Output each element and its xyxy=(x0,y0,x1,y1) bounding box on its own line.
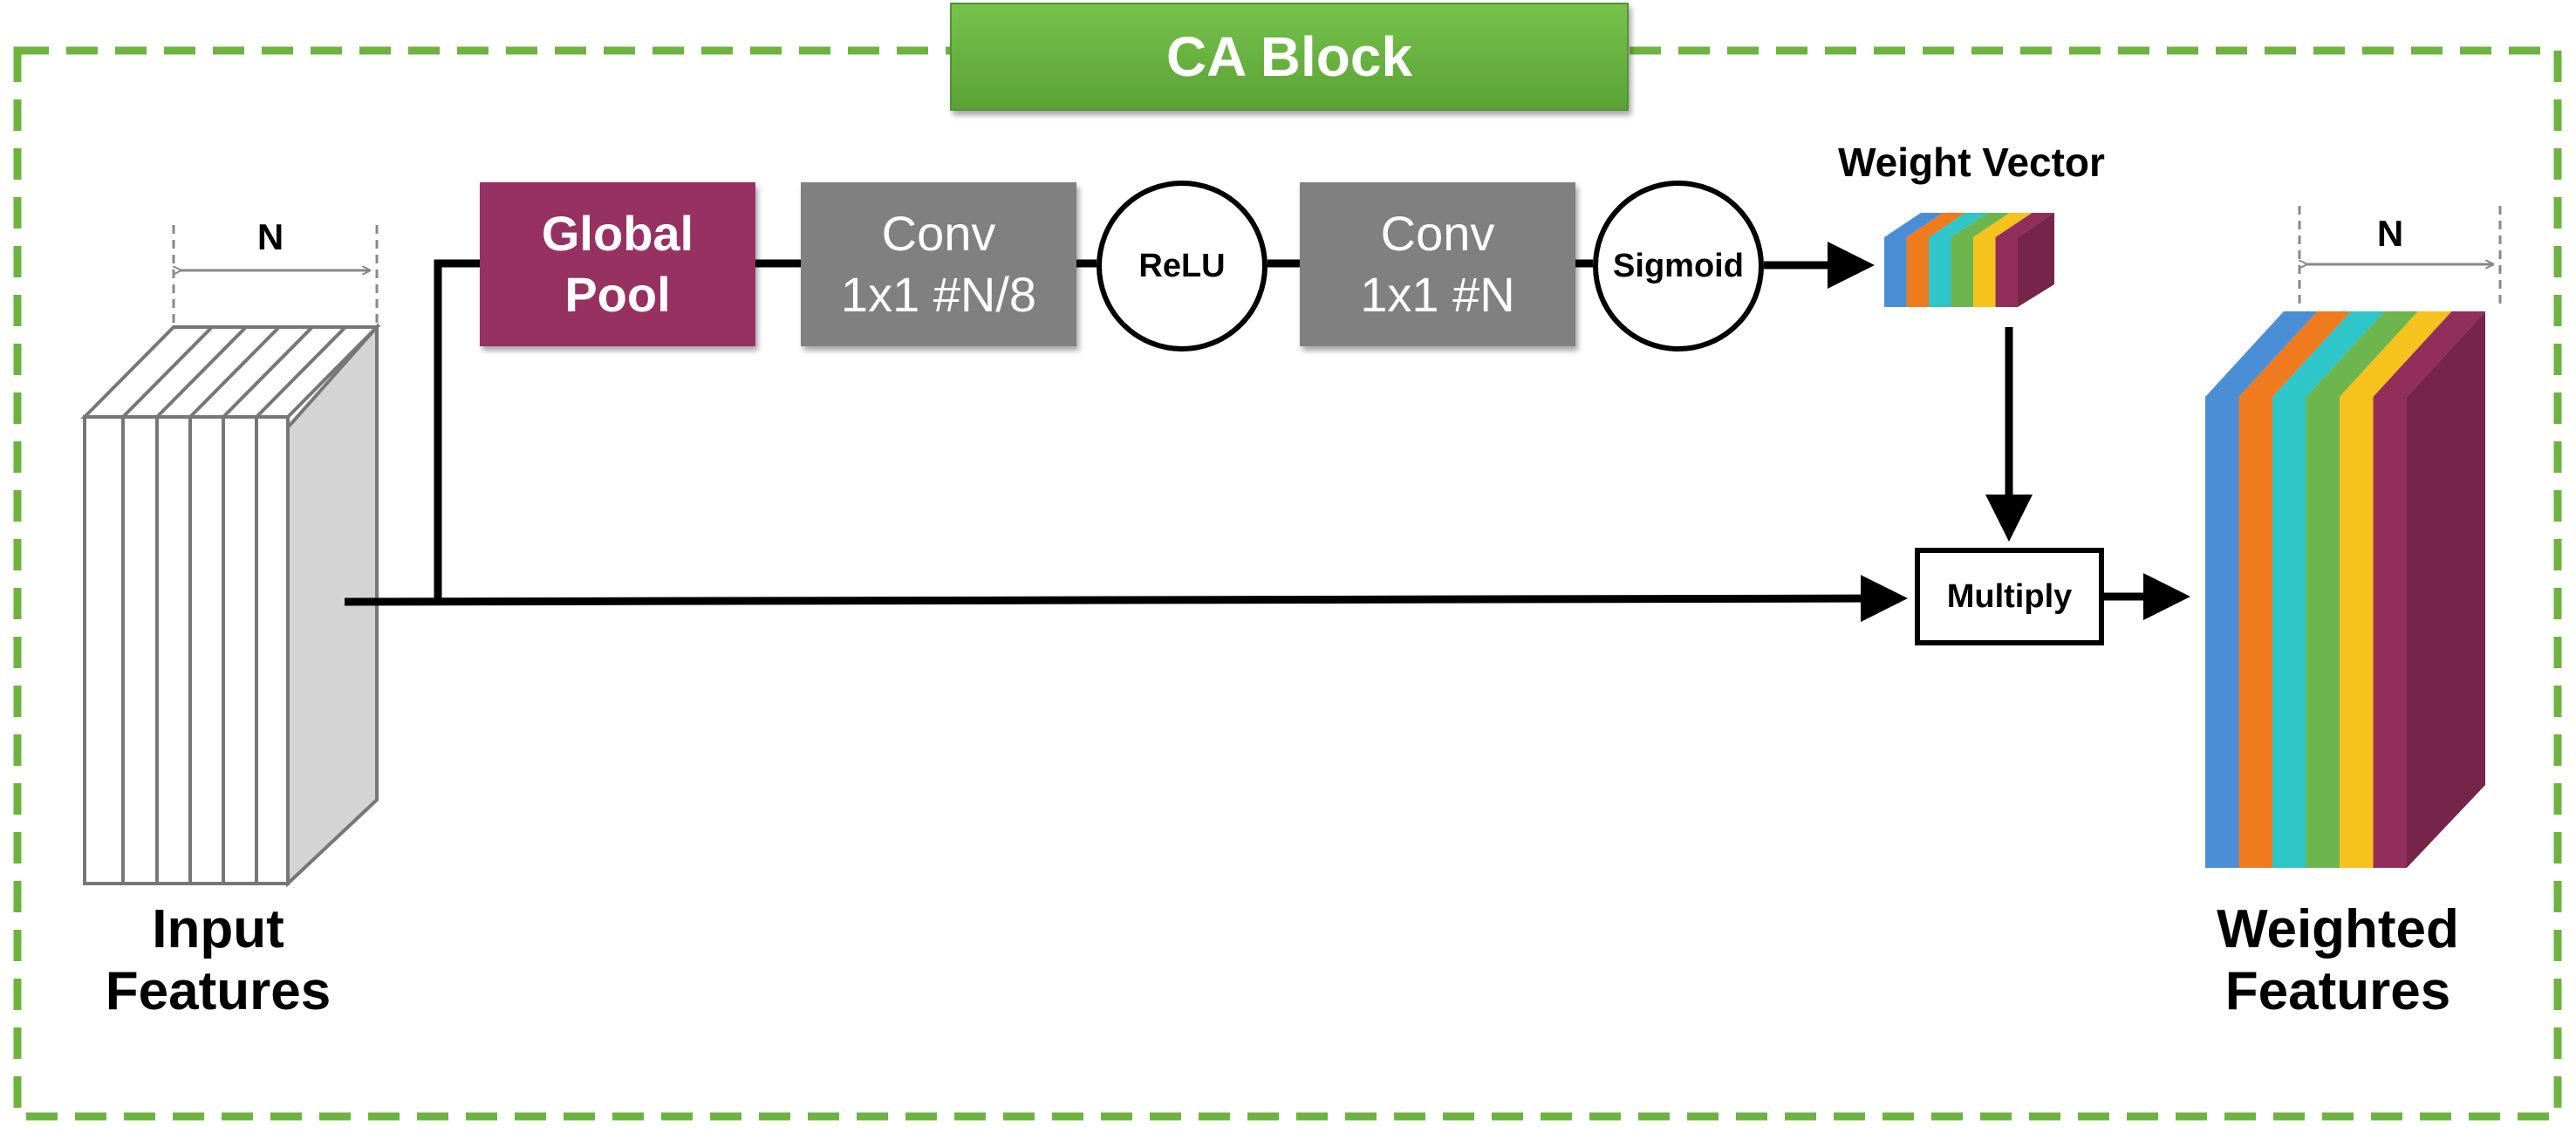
input-feature-stack xyxy=(80,322,381,888)
weighted-channel-slice-top-3 xyxy=(2272,311,2385,397)
connections xyxy=(344,242,2190,623)
input-label-line2: Features xyxy=(105,961,331,1022)
weighted-channel-slice-top-6 xyxy=(2373,311,2485,397)
weight-channel-slice-top-6 xyxy=(1995,213,2054,237)
output-label-line2: Features xyxy=(2224,961,2451,1022)
global-pool-node: Global Pool xyxy=(480,182,755,346)
edge-branch-to-pool xyxy=(434,259,480,602)
weighted-channel-slice-front-6 xyxy=(2373,397,2407,868)
weighted-channel-slice-front-1 xyxy=(2205,397,2239,868)
weight-channel-side-face xyxy=(2018,213,2054,307)
weight-channel-slice-top-4 xyxy=(1951,213,2010,237)
block-title: CA Block xyxy=(950,3,1629,111)
weighted-features-label: Weighted Features xyxy=(2163,898,2512,1023)
relu-node: ReLU xyxy=(1097,181,1268,352)
weighted-channel-slice-top-2 xyxy=(2238,311,2351,397)
weighted-channel-slice-top-4 xyxy=(2306,311,2418,397)
weight-channel-slice-front-4 xyxy=(1951,237,1973,307)
conv-expand-line1: Conv xyxy=(1380,206,1495,261)
weighted-channel-side-face xyxy=(2407,311,2485,868)
weight-channel-slice-front-1 xyxy=(1884,237,1907,307)
weighted-channel-slice-front-4 xyxy=(2306,397,2340,868)
weight-channel-slice-top-5 xyxy=(1973,213,2033,237)
multiply-node: Multiply xyxy=(1915,548,2104,645)
output-label-line1: Weighted xyxy=(2217,899,2459,959)
weighted-channel-slice-front-5 xyxy=(2340,397,2374,868)
weighted-channel-slice-front-3 xyxy=(2272,397,2306,868)
conv-reduce-node: Conv 1x1 #N/8 xyxy=(801,182,1076,346)
weight-channel-slice-front-2 xyxy=(1906,237,1929,307)
weight-channel-slice-top-1 xyxy=(1884,213,1944,237)
weight-channel-slice-top-2 xyxy=(1906,213,1965,237)
weighted-feature-stack xyxy=(2205,311,2485,868)
n-label-input: N xyxy=(256,216,284,257)
n-dimension-left xyxy=(172,225,379,324)
sigmoid-node: Sigmoid xyxy=(1593,181,1764,352)
global-pool-line2: Pool xyxy=(564,267,671,322)
weighted-channel-slice-front-2 xyxy=(2238,397,2272,868)
weight-channel-slice-top-3 xyxy=(1929,213,1988,237)
weight-vector xyxy=(1884,213,2054,307)
conv-reduce-line2: 1x1 #N/8 xyxy=(840,267,1037,322)
weight-channel-slice-front-5 xyxy=(1973,237,1996,307)
n-dimension-right xyxy=(2298,206,2502,307)
n-label-output: N xyxy=(2376,213,2404,254)
weight-channel-slice-front-6 xyxy=(1995,237,2018,307)
weighted-channel-slice-top-5 xyxy=(2340,311,2452,397)
weight-channel-slice-front-3 xyxy=(1929,237,1951,307)
weight-vector-label: Weight Vector xyxy=(1838,140,2105,185)
conv-expand-node: Conv 1x1 #N xyxy=(1300,182,1575,346)
weighted-channel-slice-top-1 xyxy=(2205,311,2318,397)
input-features-label: Input Features xyxy=(52,898,384,1023)
input-label-line1: Input xyxy=(152,899,284,959)
conv-reduce-line1: Conv xyxy=(881,206,996,261)
global-pool-line1: Global xyxy=(541,206,694,261)
edge-input-to-multiply xyxy=(344,575,1908,623)
conv-expand-line2: 1x1 #N xyxy=(1360,267,1515,322)
